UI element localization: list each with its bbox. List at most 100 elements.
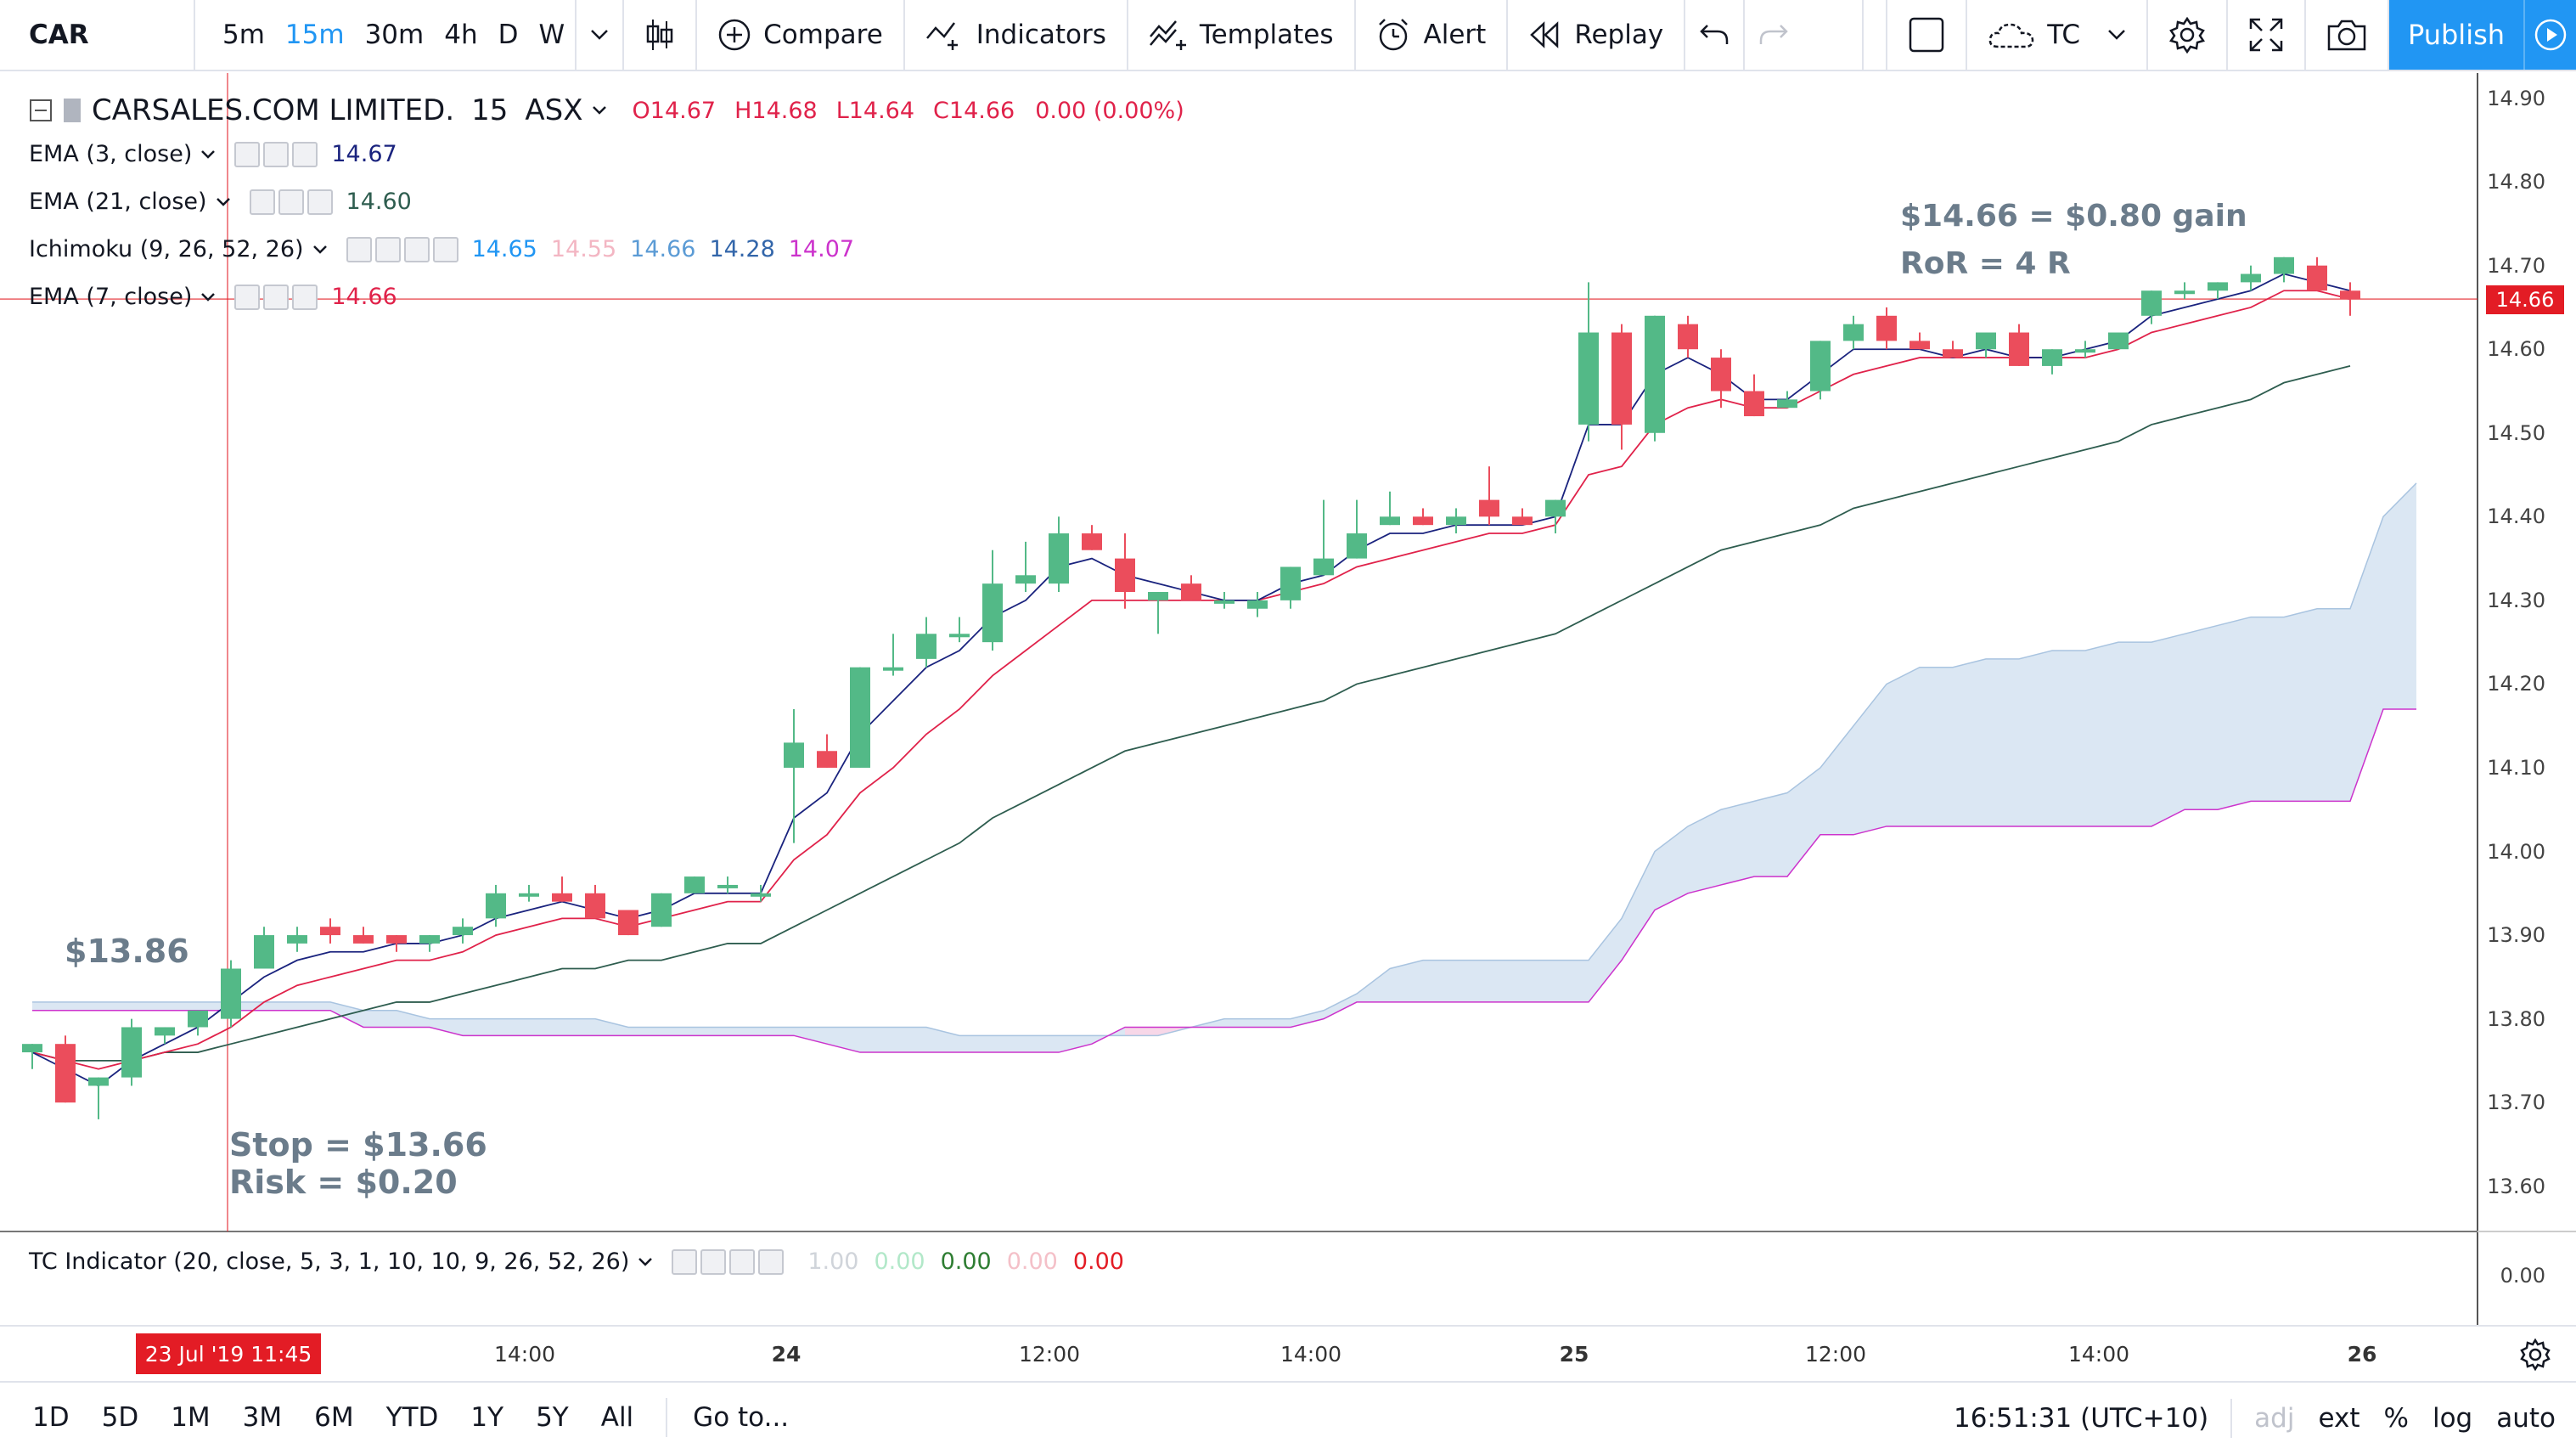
chevron-down-icon[interactable] bbox=[638, 1257, 653, 1267]
select-layout-button[interactable] bbox=[1886, 0, 1968, 70]
eye-icon[interactable] bbox=[234, 284, 261, 310]
close-icon[interactable] bbox=[432, 236, 458, 262]
chart-type-button[interactable] bbox=[624, 0, 698, 70]
price-chart[interactable] bbox=[0, 73, 2576, 1325]
candle-down bbox=[1479, 499, 1499, 517]
save-layout-button[interactable]: TC bbox=[1967, 0, 2148, 70]
undo-button[interactable] bbox=[1685, 0, 1746, 70]
gear-icon[interactable] bbox=[278, 189, 304, 215]
cloud-icon bbox=[1988, 23, 2034, 48]
clock[interactable]: 16:51:31 (UTC+10) bbox=[1954, 1403, 2209, 1434]
eye-icon[interactable] bbox=[234, 141, 261, 167]
eye-icon[interactable] bbox=[249, 189, 275, 215]
study-controls[interactable] bbox=[234, 141, 318, 167]
range-all[interactable]: All bbox=[600, 1402, 634, 1433]
ichimoku-cloud-segment bbox=[728, 1027, 761, 1036]
interval-d[interactable]: D bbox=[498, 20, 519, 50]
ichimoku-cloud-segment bbox=[1390, 960, 1423, 1002]
close-icon[interactable] bbox=[292, 141, 318, 167]
candle-down bbox=[1678, 324, 1698, 350]
play-button[interactable] bbox=[2523, 0, 2576, 70]
price-axis-label: 13.60 bbox=[2487, 1174, 2545, 1198]
adj-toggle[interactable]: adj bbox=[2254, 1403, 2295, 1434]
source-code-icon[interactable] bbox=[403, 236, 430, 262]
ichimoku-cloud-segment bbox=[264, 1001, 297, 1011]
templates-button[interactable]: Templates bbox=[1128, 0, 1356, 70]
gear-icon[interactable] bbox=[700, 1248, 727, 1275]
compare-button[interactable]: Compare bbox=[697, 0, 905, 70]
interval-30m[interactable]: 30m bbox=[364, 20, 425, 50]
settings-button[interactable] bbox=[2148, 0, 2228, 70]
snapshot-button[interactable] bbox=[2306, 0, 2389, 70]
study-value: 14.65 bbox=[471, 236, 537, 262]
settings-gear-icon[interactable] bbox=[2518, 1338, 2552, 1372]
range-5d[interactable]: 5D bbox=[101, 1402, 139, 1433]
auto-toggle[interactable]: auto bbox=[2496, 1403, 2556, 1434]
study-controls[interactable] bbox=[234, 284, 318, 310]
range-ytd[interactable]: YTD bbox=[385, 1402, 439, 1433]
indicators-button[interactable]: Indicators bbox=[905, 0, 1128, 70]
ichimoku-cloud-segment bbox=[695, 1027, 728, 1036]
range-1y[interactable]: 1Y bbox=[470, 1402, 504, 1433]
percent-toggle[interactable]: % bbox=[2383, 1403, 2409, 1434]
chevron-down-icon[interactable] bbox=[200, 292, 216, 302]
log-toggle[interactable]: log bbox=[2432, 1403, 2473, 1434]
close-icon[interactable] bbox=[758, 1248, 785, 1275]
source-code-icon[interactable] bbox=[729, 1248, 756, 1275]
study-legend: EMA (7, close) 14.66 bbox=[29, 284, 397, 310]
ext-toggle[interactable]: ext bbox=[2318, 1403, 2360, 1434]
interval-w[interactable]: W bbox=[538, 20, 565, 50]
eye-icon[interactable] bbox=[346, 236, 372, 262]
flag-icon[interactable] bbox=[61, 97, 83, 124]
interval-15m[interactable]: 15m bbox=[284, 20, 345, 50]
candle-up bbox=[121, 1027, 142, 1078]
study-label[interactable]: EMA (3, close) bbox=[29, 141, 193, 167]
collapse-icon[interactable] bbox=[29, 99, 53, 122]
alert-label: Alert bbox=[1423, 20, 1487, 50]
fullscreen-button[interactable] bbox=[2228, 0, 2306, 70]
gear-icon[interactable] bbox=[263, 141, 290, 167]
eye-icon[interactable] bbox=[672, 1248, 698, 1275]
legend-exchange[interactable]: ASX bbox=[525, 93, 583, 127]
range-6m[interactable]: 6M bbox=[314, 1402, 354, 1433]
chevron-down-icon[interactable] bbox=[312, 245, 328, 255]
symbol-search-button[interactable]: CAR bbox=[0, 0, 195, 70]
divider bbox=[2230, 1399, 2233, 1438]
interval-4h[interactable]: 4h bbox=[444, 20, 478, 50]
time-axis[interactable]: 23 Jul '19 11:45 14:00 24 12:00 14:00 25 12:0… bbox=[0, 1325, 2576, 1381]
ichimoku-cloud-segment bbox=[1555, 960, 1589, 1002]
replay-button[interactable]: Replay bbox=[1508, 0, 1686, 70]
gear-icon[interactable] bbox=[263, 284, 290, 310]
study-controls[interactable] bbox=[346, 236, 458, 262]
range-5y[interactable]: 5Y bbox=[536, 1402, 569, 1433]
study-controls[interactable] bbox=[672, 1248, 785, 1275]
publish-button[interactable]: Publish bbox=[2389, 0, 2523, 70]
candle-up bbox=[221, 968, 241, 1019]
chevron-down-icon[interactable] bbox=[216, 197, 231, 207]
interval-5m[interactable]: 5m bbox=[222, 20, 265, 50]
interval-dropdown-button[interactable] bbox=[577, 0, 625, 70]
study-label[interactable]: EMA (21, close) bbox=[29, 189, 207, 215]
tc-indicator-label[interactable]: TC Indicator (20, close, 5, 3, 1, 10, 10… bbox=[29, 1248, 630, 1275]
candle-up bbox=[2208, 282, 2228, 291]
close-icon[interactable] bbox=[292, 284, 318, 310]
range-3m[interactable]: 3M bbox=[242, 1402, 283, 1433]
redo-button[interactable] bbox=[1745, 0, 1865, 70]
ichimoku-cloud-segment bbox=[1291, 1010, 1324, 1028]
study-label[interactable]: Ichimoku (9, 26, 52, 26) bbox=[29, 236, 304, 262]
range-1d[interactable]: 1D bbox=[32, 1402, 70, 1433]
study-controls[interactable] bbox=[249, 189, 333, 215]
study-label[interactable]: EMA (7, close) bbox=[29, 284, 193, 310]
close-icon[interactable] bbox=[307, 189, 333, 215]
candle-up bbox=[1148, 592, 1168, 600]
goto-button[interactable]: Go to... bbox=[693, 1402, 790, 1433]
chevron-down-icon[interactable] bbox=[200, 149, 216, 160]
gear-icon[interactable] bbox=[374, 236, 401, 262]
candle-up bbox=[2141, 290, 2162, 316]
chevron-down-icon[interactable] bbox=[592, 105, 607, 116]
range-1m[interactable]: 1M bbox=[171, 1402, 211, 1433]
alert-button[interactable]: Alert bbox=[1356, 0, 1509, 70]
candle-up bbox=[850, 667, 870, 768]
candle-down bbox=[353, 935, 374, 944]
candle-up bbox=[2042, 349, 2062, 366]
